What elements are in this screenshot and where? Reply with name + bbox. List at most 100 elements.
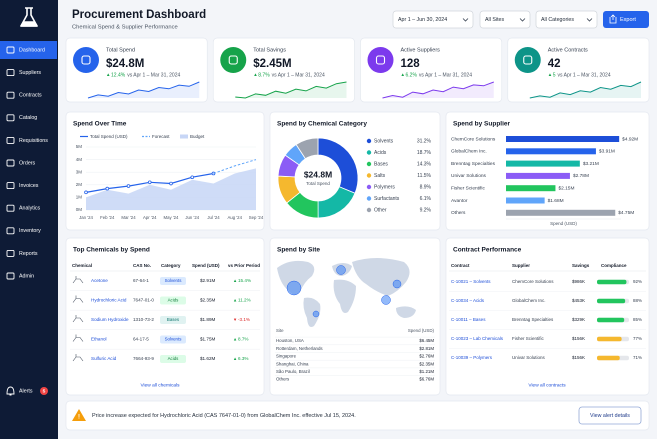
panel-spend-over-time — [65, 111, 265, 231]
category-pill — [160, 355, 186, 363]
change-value: 11.2% — [238, 298, 251, 303]
contract-id[interactable]: C-10021 – Solvents — [451, 279, 491, 284]
legend-dot — [366, 207, 372, 213]
map-australia — [396, 306, 416, 318]
category-pill — [160, 335, 186, 344]
legend-value: 14.3% — [417, 161, 432, 167]
flask-liquid — [20, 21, 38, 27]
nav-item[interactable]: Contracts — [19, 93, 42, 99]
column-header: Spend (USD) — [408, 328, 435, 333]
chemical-name[interactable]: Ethanol — [91, 337, 107, 342]
page-subtitle: Chemical Spend & Supplier Performance — [72, 25, 178, 31]
contract-id[interactable]: C-10034 – Acids — [451, 298, 485, 303]
spend-value: $1.75M — [200, 337, 215, 342]
nav-item[interactable]: Orders — [19, 160, 36, 166]
legend-dot — [366, 138, 372, 144]
alert-action[interactable]: View alert details — [590, 413, 630, 419]
chemical-name[interactable]: Sodium Hydroxide — [91, 317, 129, 322]
legend-label: Forecast — [152, 134, 170, 139]
contract-supplier: ChemCore Solutions — [512, 279, 554, 284]
legend-dot — [366, 173, 372, 178]
filter-label: Apr 1 – Jun 30, 2024 — [398, 17, 447, 23]
kpi-arrow: ▲ — [253, 72, 257, 77]
nav-item[interactable]: Catalog — [19, 115, 37, 121]
chemical-name[interactable]: Sulfuric Acid — [91, 356, 117, 361]
chemical-name[interactable]: Acetone — [91, 278, 108, 283]
site-name: Singapore — [276, 354, 297, 359]
export-button[interactable] — [603, 11, 649, 28]
nav-alerts[interactable]: Alerts — [19, 388, 33, 394]
filter-dropdown[interactable] — [479, 10, 531, 29]
filter-dropdown[interactable] — [392, 10, 474, 29]
kpi-change: 8.7% — [258, 72, 270, 78]
nav-item[interactable]: Requisitions — [19, 138, 48, 144]
nav-item[interactable]: Analytics — [19, 206, 41, 212]
caret — [519, 18, 526, 22]
nav-item[interactable]: Reports — [19, 251, 38, 257]
kpi-card — [65, 37, 208, 103]
filter-label: All Sites — [485, 17, 504, 23]
filter-dropdown[interactable] — [535, 10, 598, 29]
bar-label: Brenntag Specialties — [451, 161, 496, 167]
nav-item[interactable]: Inventory — [19, 228, 41, 234]
contract-id[interactable]: C-10023 – Lab Chemicals — [451, 336, 504, 341]
legend-label: Other — [374, 207, 387, 213]
nav-icon — [6, 69, 15, 77]
compliance-label: 71% — [633, 355, 642, 360]
change-value: 6.3% — [238, 356, 248, 361]
spend-point — [190, 175, 195, 180]
view-all-link[interactable]: View all contracts — [528, 382, 566, 388]
contract-id[interactable]: C-10011 – Bases — [451, 317, 486, 322]
nav-item[interactable]: Admin — [19, 273, 34, 279]
map-africa — [333, 279, 356, 313]
spend-point — [84, 190, 88, 195]
view-all-link[interactable]: View all chemicals — [140, 382, 180, 388]
nav-item[interactable]: Dashboard — [19, 47, 45, 53]
y-tick-label: 1M — [76, 195, 83, 200]
sparkline-area — [88, 82, 200, 98]
nav-icon — [6, 227, 15, 235]
site-spend: $2.81M — [419, 346, 434, 351]
kpi-arrow: ▲ — [548, 72, 552, 77]
nav-icon — [6, 272, 15, 280]
nav-icon — [6, 182, 15, 190]
y-tick-label: 2M — [76, 182, 83, 187]
legend-label: Total Spend (USD) — [90, 134, 128, 139]
site-name: Shanghai, China — [276, 361, 309, 366]
compliance-bar — [597, 279, 627, 285]
legend-value: 11.5% — [417, 173, 431, 179]
bar-label: Avantor — [451, 198, 468, 204]
compliance-bar — [597, 298, 626, 304]
legend-dot — [366, 150, 372, 155]
nav-active-bg — [0, 41, 57, 59]
nav-icon — [6, 159, 15, 167]
legend-value: 18.7% — [417, 150, 432, 156]
panel-contracts — [445, 237, 650, 396]
y-tick-label: 4M — [76, 157, 83, 162]
nav-icon — [6, 249, 15, 257]
sparkline-area — [382, 82, 494, 98]
alert-button[interactable] — [578, 406, 642, 425]
x-tick-label: Aug '24 — [228, 215, 243, 220]
nav-icon — [6, 136, 15, 144]
change-arrow: ▲ — [233, 337, 237, 342]
cas-number: 7664-93-9 — [133, 356, 154, 361]
legend-dot — [366, 196, 372, 201]
molecule-icon — [72, 334, 84, 342]
change-value: -3.1% — [238, 317, 250, 322]
cas-number: 1310-73-2 — [133, 317, 154, 322]
category-label: Bases — [167, 317, 180, 322]
change-value: 8.7% — [238, 337, 248, 342]
sparkline — [382, 81, 494, 99]
chemical-name[interactable]: Hydrochloric Acid — [91, 298, 127, 303]
column-header: Compliance — [601, 263, 627, 268]
nav-icon — [6, 114, 15, 122]
nav-item[interactable]: Invoices — [19, 183, 39, 189]
contract-id[interactable]: C-10039 – Polymers — [451, 355, 493, 360]
bar — [506, 185, 556, 192]
bar-value: $4.75M — [618, 210, 634, 216]
compliance-label: 92% — [633, 279, 642, 284]
category-label: Solvents — [165, 337, 183, 342]
bar — [506, 160, 580, 167]
nav-item[interactable]: Suppliers — [19, 70, 41, 76]
